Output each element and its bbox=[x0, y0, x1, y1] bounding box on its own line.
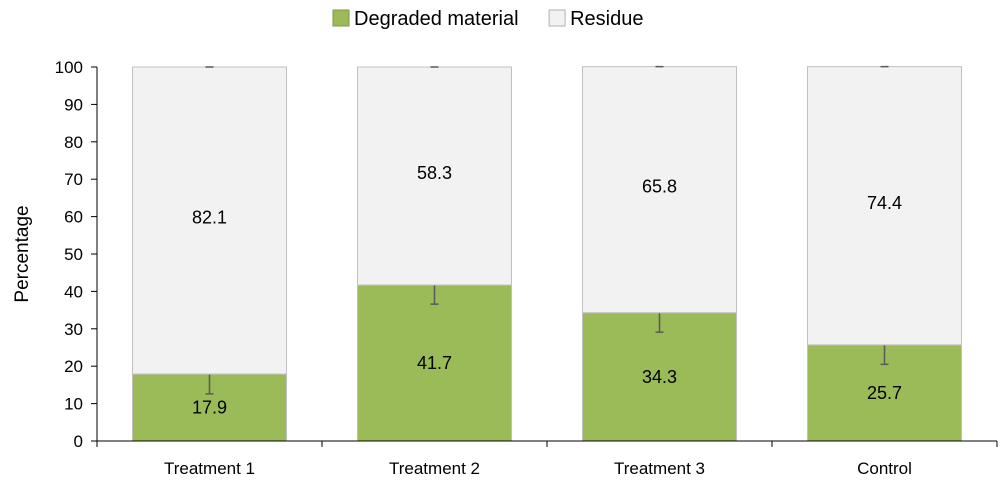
y-tick-label: 60 bbox=[64, 208, 83, 227]
y-tick-label: 80 bbox=[64, 133, 83, 152]
y-tick-label: 90 bbox=[64, 95, 83, 114]
y-tick-label: 10 bbox=[64, 395, 83, 414]
y-tick-label: 70 bbox=[64, 170, 83, 189]
legend: Degraded material Residue bbox=[332, 8, 643, 30]
bar-degraded-material-treatment-3 bbox=[582, 312, 737, 442]
y-axis-title: Percentage bbox=[12, 205, 33, 302]
y-tick-label: 30 bbox=[64, 320, 83, 339]
data-label-residue-control: 74.4 bbox=[867, 193, 902, 213]
data-label-degraded-material-treatment-2: 41.7 bbox=[417, 353, 452, 373]
data-label-degraded-material-treatment-1: 17.9 bbox=[192, 398, 227, 418]
bar-residue-treatment-2 bbox=[357, 66, 512, 286]
data-label-residue-treatment-2: 58.3 bbox=[417, 163, 452, 183]
y-tick-label: 100 bbox=[55, 58, 83, 77]
data-label-degraded-material-control: 25.7 bbox=[867, 383, 902, 403]
legend-label-residue: Residue bbox=[570, 8, 643, 30]
bar-residue-treatment-3 bbox=[582, 66, 737, 314]
y-tick-label: 40 bbox=[64, 282, 83, 301]
data-label-degraded-material-treatment-3: 34.3 bbox=[642, 367, 677, 387]
bar-residue-treatment-1 bbox=[132, 66, 287, 375]
x-tick-label-control: Control bbox=[857, 459, 912, 478]
bar-residue-control bbox=[807, 66, 962, 346]
legend-swatch-degraded-material bbox=[332, 9, 350, 27]
data-label-residue-treatment-1: 82.1 bbox=[192, 208, 227, 228]
bars: 17.9 82.1 41.7 58.3 34.3 65.8 25.7 74.4 bbox=[132, 65, 962, 442]
legend-swatch-residue bbox=[548, 9, 566, 27]
y-axis: 0 10 20 30 40 50 60 70 80 90 100 bbox=[55, 58, 98, 451]
y-tick-label: 0 bbox=[74, 432, 83, 451]
legend-label-degraded-material: Degraded material bbox=[354, 8, 519, 30]
y-tick-label: 50 bbox=[64, 245, 83, 264]
data-label-residue-treatment-3: 65.8 bbox=[642, 177, 677, 197]
y-tick-label: 20 bbox=[64, 357, 83, 376]
x-tick-label-treatment-1: Treatment 1 bbox=[164, 459, 255, 478]
x-tick-label-treatment-3: Treatment 3 bbox=[614, 459, 705, 478]
x-axis: Treatment 1 Treatment 2 Treatment 3 Control bbox=[96, 440, 998, 478]
x-tick-label-treatment-2: Treatment 2 bbox=[389, 459, 480, 478]
